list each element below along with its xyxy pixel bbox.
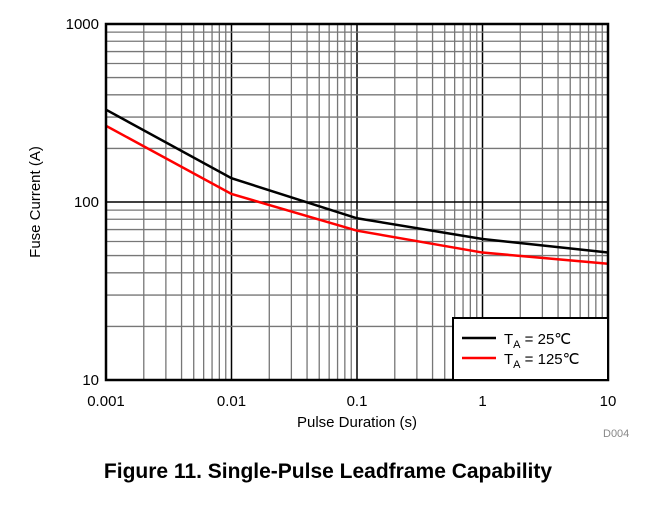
y-tick-label: 1000	[66, 16, 99, 33]
x-tick-label: 0.01	[217, 393, 246, 410]
x-tick-label: 0.1	[347, 393, 368, 410]
figure-title: Figure 11. Single-Pulse Leadframe Capabi…	[104, 460, 552, 483]
x-tick-label: 0.001	[87, 393, 125, 410]
figure-code: D004	[603, 428, 629, 440]
legend: TA = 25℃TA = 125℃	[452, 317, 609, 381]
y-axis-label: Fuse Current (A)	[27, 146, 44, 258]
x-axis-label: Pulse Duration (s)	[297, 414, 417, 431]
legend-label: TA = 125℃	[504, 351, 579, 371]
x-tick-label: 10	[600, 393, 617, 410]
plot-frame	[104, 22, 610, 382]
legend-label: TA = 25℃	[504, 331, 571, 351]
y-tick-label: 100	[74, 194, 99, 211]
y-tick-label: 10	[82, 372, 99, 389]
series-lines	[105, 108, 609, 265]
x-tick-label: 1	[478, 393, 486, 410]
